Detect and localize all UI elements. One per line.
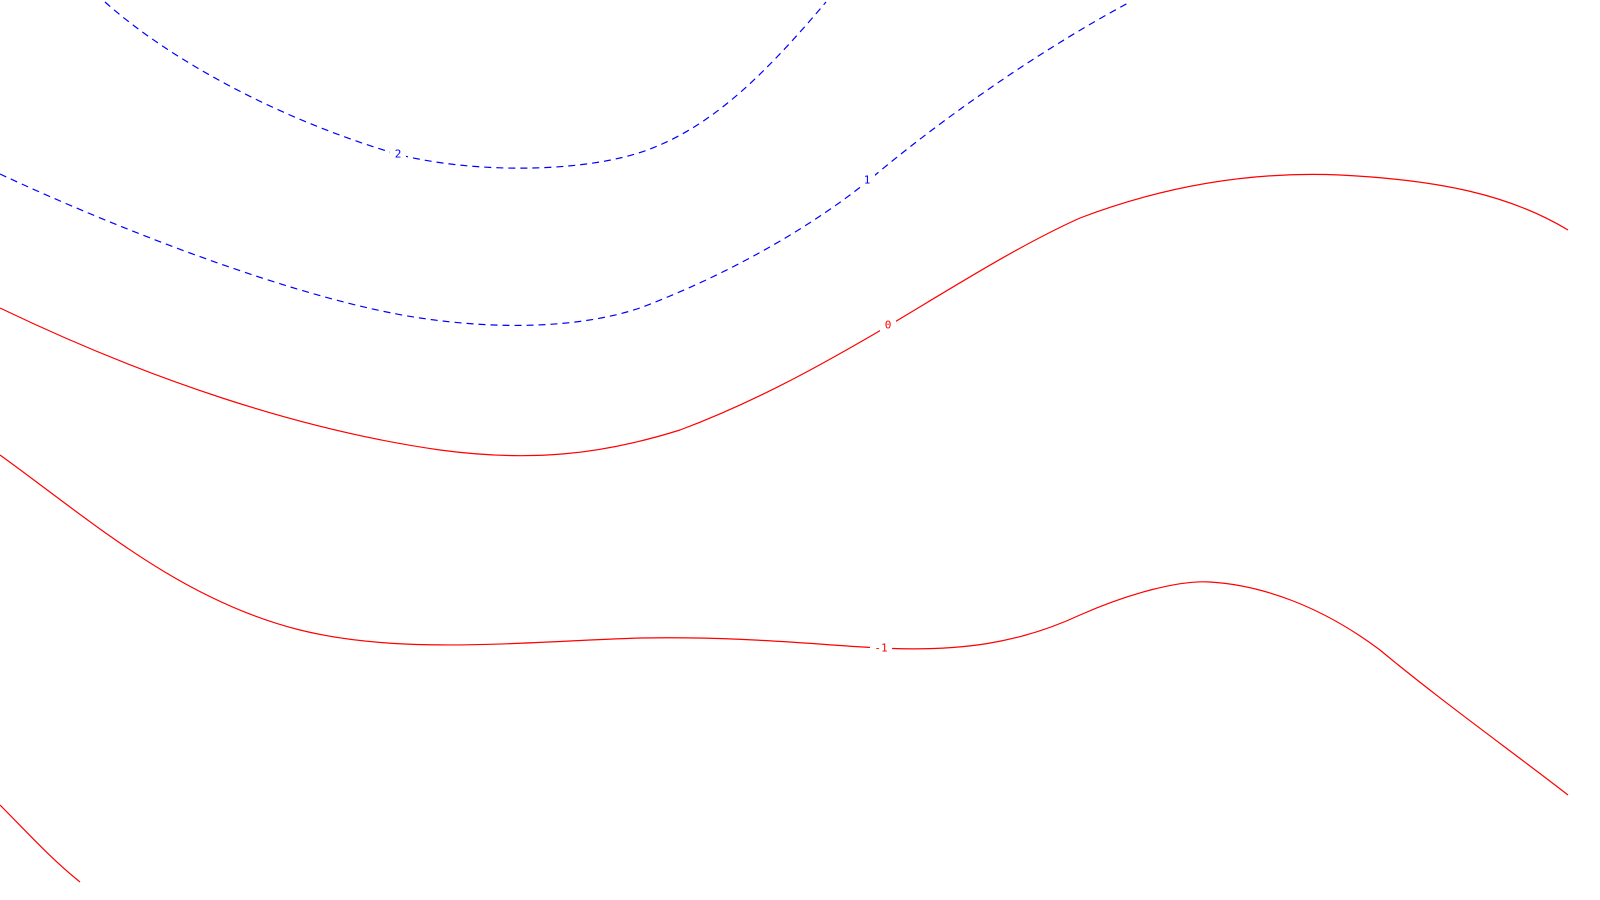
contour-label-1: 1 bbox=[864, 174, 871, 187]
contour-minus-2 bbox=[0, 804, 81, 883]
contour-label-minus-1: -1 bbox=[874, 642, 887, 655]
contour-label-2: 2 bbox=[395, 148, 402, 161]
contour-label-2-bg bbox=[390, 146, 406, 160]
contour-label-0-bg bbox=[880, 318, 896, 332]
contour-line-minus-2 bbox=[0, 804, 81, 883]
contour-line-2 bbox=[104, 1, 827, 169]
contour-label-1-bg bbox=[859, 173, 875, 187]
contour-line-0 bbox=[0, 173, 1569, 457]
contour-label-minus-1-bg bbox=[870, 641, 892, 655]
contour-0: 0 bbox=[0, 173, 1569, 457]
contour-minus-1: -1 bbox=[0, 454, 1569, 796]
contour-1: 1 bbox=[0, 1, 1131, 327]
contour-line-1 bbox=[0, 1, 1131, 327]
contour-label-0: 0 bbox=[885, 319, 892, 332]
contour-2: 2 bbox=[104, 1, 827, 169]
contour-line-minus-1 bbox=[0, 454, 1569, 796]
